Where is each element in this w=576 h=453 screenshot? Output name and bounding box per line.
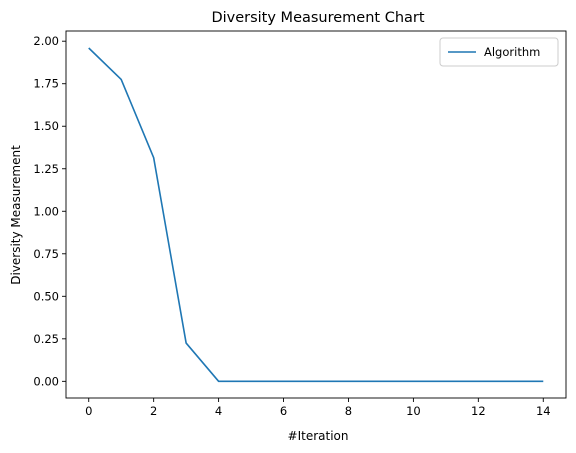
y-tick-label: 1.00 xyxy=(33,204,59,218)
x-tick-label: 4 xyxy=(215,404,222,418)
x-tick-label: 0 xyxy=(85,404,92,418)
series-line-algorithm xyxy=(88,47,544,383)
series-layer xyxy=(88,47,544,383)
y-axis: 0.00 0.25 0.50 0.75 1.00 1.25 1.50 1.75 2.00 xyxy=(33,34,66,388)
y-tick-label: 1.75 xyxy=(33,77,59,91)
x-tick-label: 14 xyxy=(536,404,551,418)
y-axis-label: Diversity Measurement xyxy=(9,145,23,285)
y-tick-label: 1.50 xyxy=(33,119,59,133)
legend-label: Algorithm xyxy=(484,45,540,59)
x-tick-label: 8 xyxy=(345,404,352,418)
x-tick-label: 6 xyxy=(280,404,287,418)
chart-title: Diversity Measurement Chart xyxy=(211,10,424,26)
x-axis-label: #Iteration xyxy=(288,429,349,443)
plot-frame xyxy=(65,30,567,399)
x-tick-label: 12 xyxy=(471,404,486,418)
x-tick-label: 10 xyxy=(406,404,421,418)
x-axis: 0 2 4 6 8 10 12 14 xyxy=(85,398,551,418)
legend: Algorithm xyxy=(439,37,559,67)
y-tick-label: 0.50 xyxy=(33,289,59,303)
y-tick-label: 2.00 xyxy=(33,34,59,48)
y-tick-label: 1.25 xyxy=(33,162,59,176)
plot-area xyxy=(65,30,567,399)
x-tick-label: 2 xyxy=(150,404,157,418)
legend-box xyxy=(439,37,559,67)
y-tick-label: 0.00 xyxy=(33,374,59,388)
y-tick-label: 0.25 xyxy=(33,332,59,346)
y-tick-label: 0.75 xyxy=(33,247,59,261)
